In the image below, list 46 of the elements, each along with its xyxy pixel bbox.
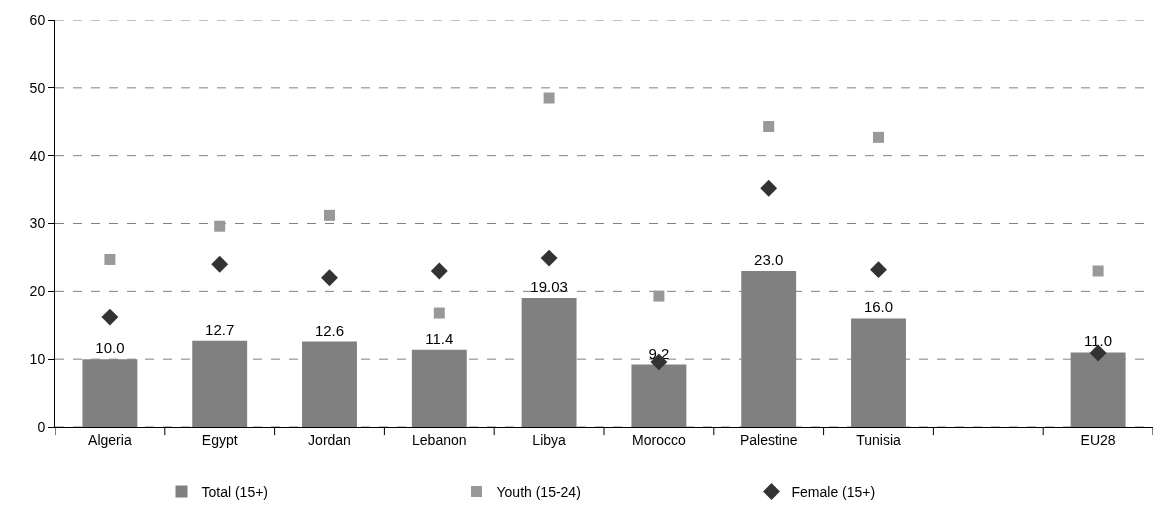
- data-label: 10.0: [95, 339, 125, 357]
- point: [870, 261, 887, 279]
- point: [543, 92, 555, 104]
- x-tick-label: Jordan: [308, 431, 351, 448]
- legend-label: Female (15+): [791, 483, 876, 500]
- point: [433, 307, 445, 319]
- x-tick-label: Tunisia: [856, 431, 902, 448]
- data-label: 16.0: [863, 298, 894, 316]
- legend-label: Total (15+): [201, 483, 269, 500]
- point: [1092, 265, 1104, 277]
- x-tick-label: Libya: [532, 431, 567, 448]
- data-label: 19.03: [530, 277, 568, 295]
- y-tick-label: 20: [29, 283, 46, 300]
- bar: [302, 341, 357, 427]
- bar: [192, 340, 248, 427]
- y-tick-label: 10: [29, 351, 46, 368]
- point: [211, 255, 229, 273]
- y-tick-label: 30: [29, 215, 46, 232]
- y-tick-label: 40: [29, 147, 46, 164]
- data-label: 23.0: [754, 250, 784, 268]
- point: [101, 308, 119, 326]
- point: [540, 249, 558, 267]
- data-label: 12.6: [314, 321, 345, 339]
- y-tick-label: 50: [29, 79, 46, 96]
- point: [760, 179, 778, 197]
- point: [104, 253, 116, 265]
- point: [873, 131, 884, 143]
- data-label: 11.0: [1084, 332, 1113, 350]
- x-tick-label: Algeria: [88, 431, 132, 448]
- bar: [411, 349, 467, 427]
- point: [324, 209, 335, 221]
- data-label: 12.7: [205, 320, 235, 338]
- x-tick-label: Egypt: [201, 431, 238, 448]
- x-tick-label: EU28: [1080, 431, 1116, 448]
- point: [653, 290, 665, 302]
- point: [763, 121, 775, 132]
- point: [321, 269, 338, 287]
- point: [430, 262, 448, 280]
- x-tick-label: Lebanon: [412, 431, 467, 448]
- y-tick-label: 60: [29, 11, 46, 28]
- legend-label: Youth (15-24): [496, 483, 581, 500]
- x-tick-label: Palestine: [739, 431, 798, 448]
- data-label: 11.4: [425, 329, 454, 347]
- y-tick-label: 0: [37, 418, 46, 435]
- x-tick-label: Morocco: [632, 431, 686, 448]
- point: [214, 220, 226, 232]
